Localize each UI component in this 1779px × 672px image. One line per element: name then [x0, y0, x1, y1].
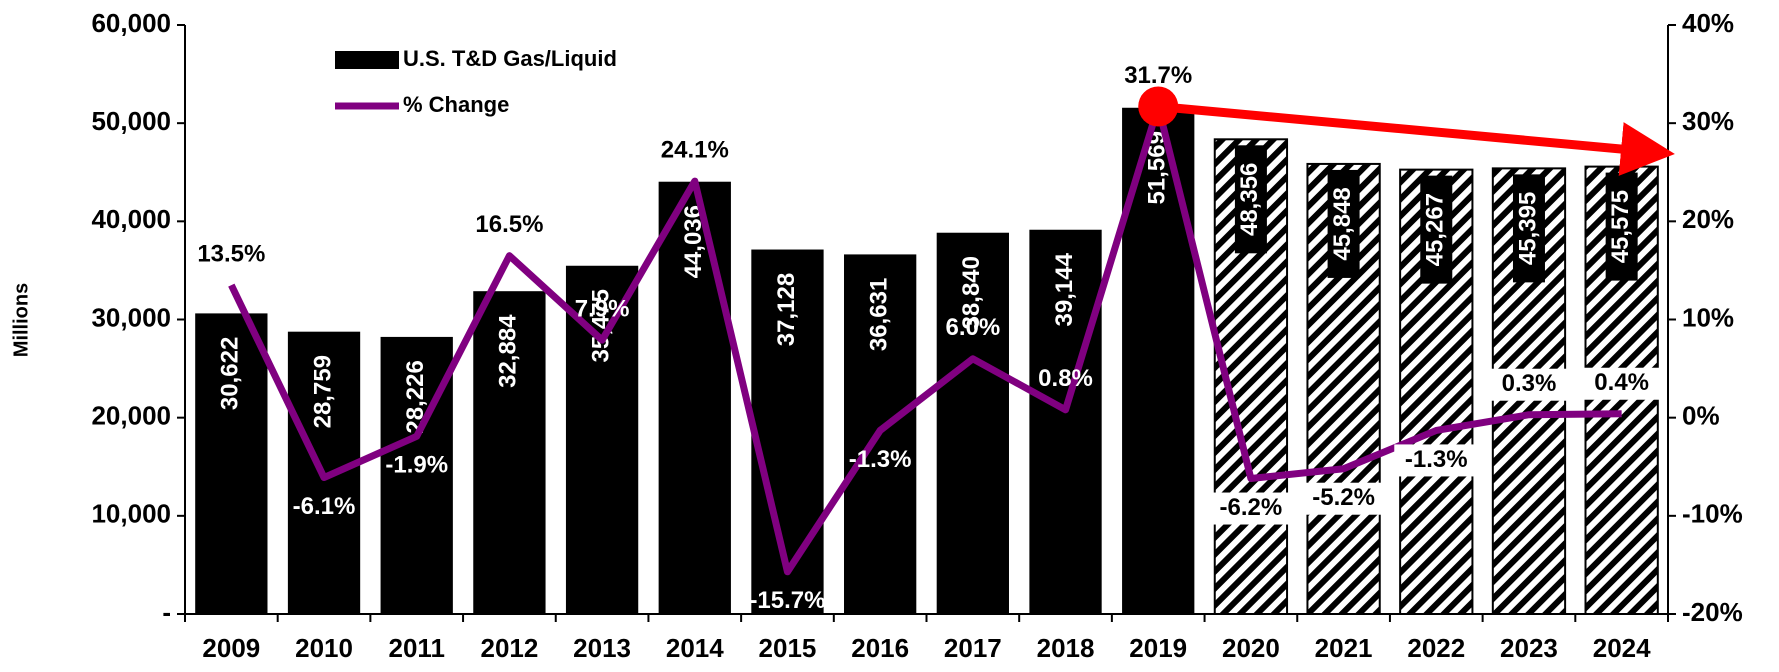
y-tick-label: 50,000 — [91, 106, 171, 136]
point-label-bg — [1208, 492, 1293, 525]
point-label: 0.8% — [1038, 365, 1093, 392]
y-tick-label: 60,000 — [91, 8, 171, 38]
y-axis-title: Millions — [10, 283, 32, 357]
bar-value-label: 30,622 — [217, 337, 244, 410]
trend-arrow — [1157, 101, 1675, 176]
point-label: 24.1% — [661, 136, 729, 163]
x-tick-label: 2022 — [1407, 633, 1465, 663]
bar-value-label: 45,267 — [1422, 193, 1449, 266]
point-label: -1.9% — [385, 452, 448, 479]
point-label: -6.2% — [1220, 494, 1283, 521]
point-label: 31.7% — [1124, 62, 1192, 89]
point-label: -1.3% — [849, 446, 912, 473]
x-tick-label: 2014 — [666, 633, 724, 663]
bar-label-bg — [1512, 174, 1545, 283]
y2-tick-label: -10% — [1682, 499, 1743, 529]
bar — [473, 291, 546, 614]
bar — [751, 249, 824, 614]
point-label: 0.4% — [1594, 369, 1649, 396]
bar — [195, 313, 268, 614]
bar — [936, 232, 1009, 614]
bar-value-label: 36,631 — [866, 278, 893, 351]
legend-label: % Change — [403, 92, 509, 117]
point-label: 0.3% — [1502, 370, 1557, 397]
x-tick-label: 2019 — [1129, 633, 1187, 663]
point-label: 7.9% — [575, 295, 630, 322]
bar — [1029, 229, 1102, 615]
x-tick-label: 2017 — [944, 633, 1002, 663]
x-tick-label: 2015 — [759, 633, 817, 663]
x-tick-label: 2020 — [1222, 633, 1280, 663]
y2-tick-label: 30% — [1682, 106, 1734, 136]
point-label-bg — [1301, 482, 1386, 515]
point-label: -5.2% — [1312, 484, 1375, 511]
x-tick-label: 2011 — [389, 633, 445, 663]
y2-tick-label: 20% — [1682, 204, 1734, 234]
y2-tick-label: 40% — [1682, 8, 1734, 38]
bar-label-bg — [1605, 172, 1638, 281]
bar-value-label: 39,144 — [1051, 252, 1078, 326]
bar — [565, 265, 639, 614]
point-label: 6.0% — [945, 314, 1000, 341]
bar-label-bg — [1420, 175, 1453, 284]
y-tick-label: - — [162, 597, 171, 627]
y-tick-label: 20,000 — [91, 401, 171, 431]
peak-marker — [1138, 86, 1179, 127]
x-tick-label: 2009 — [202, 633, 260, 663]
bar — [658, 181, 731, 615]
point-label-bg — [1579, 367, 1664, 400]
point-label: -15.7% — [749, 587, 825, 614]
point-label-bg — [1486, 368, 1571, 401]
bar-value-label: 38,840 — [958, 256, 985, 329]
x-tick-label: 2012 — [480, 633, 538, 663]
bar-value-label: 32,884 — [495, 314, 522, 388]
y2-tick-label: 10% — [1682, 302, 1734, 332]
x-tick-label: 2016 — [851, 633, 909, 663]
y2-tick-label: -20% — [1682, 597, 1743, 627]
y-tick-label: 40,000 — [91, 204, 171, 234]
x-tick-label: 2013 — [573, 633, 631, 663]
x-tick-label: 2018 — [1037, 633, 1095, 663]
y-tick-label: 30,000 — [91, 302, 171, 332]
bar-label-bg — [1234, 145, 1267, 254]
bar-value-label: 45,575 — [1607, 190, 1634, 263]
point-label: 16.5% — [475, 211, 543, 238]
point-label: -1.3% — [1405, 446, 1468, 473]
legend-swatch — [335, 51, 399, 69]
y-tick-label: 10,000 — [91, 499, 171, 529]
bar-value-label: 45,848 — [1329, 187, 1356, 260]
x-tick-label: 2023 — [1500, 633, 1558, 663]
legend-label: U.S. T&D Gas/Liquid — [403, 46, 617, 71]
bar-value-label: 28,759 — [309, 355, 336, 428]
bar-value-label: 48,356 — [1236, 163, 1263, 236]
bar-label-bg — [1327, 169, 1360, 278]
point-label: 13.5% — [197, 240, 265, 267]
y2-tick-label: 0% — [1682, 401, 1720, 431]
x-tick-label: 2021 — [1315, 633, 1373, 663]
bar-value-label: 45,395 — [1514, 192, 1541, 265]
x-tick-label: 2024 — [1593, 633, 1651, 663]
point-label-bg — [1394, 444, 1479, 477]
point-label: -6.1% — [293, 493, 356, 520]
x-tick-label: 2010 — [295, 633, 353, 663]
line — [228, 102, 1622, 576]
bar-value-label: 37,128 — [773, 273, 800, 346]
